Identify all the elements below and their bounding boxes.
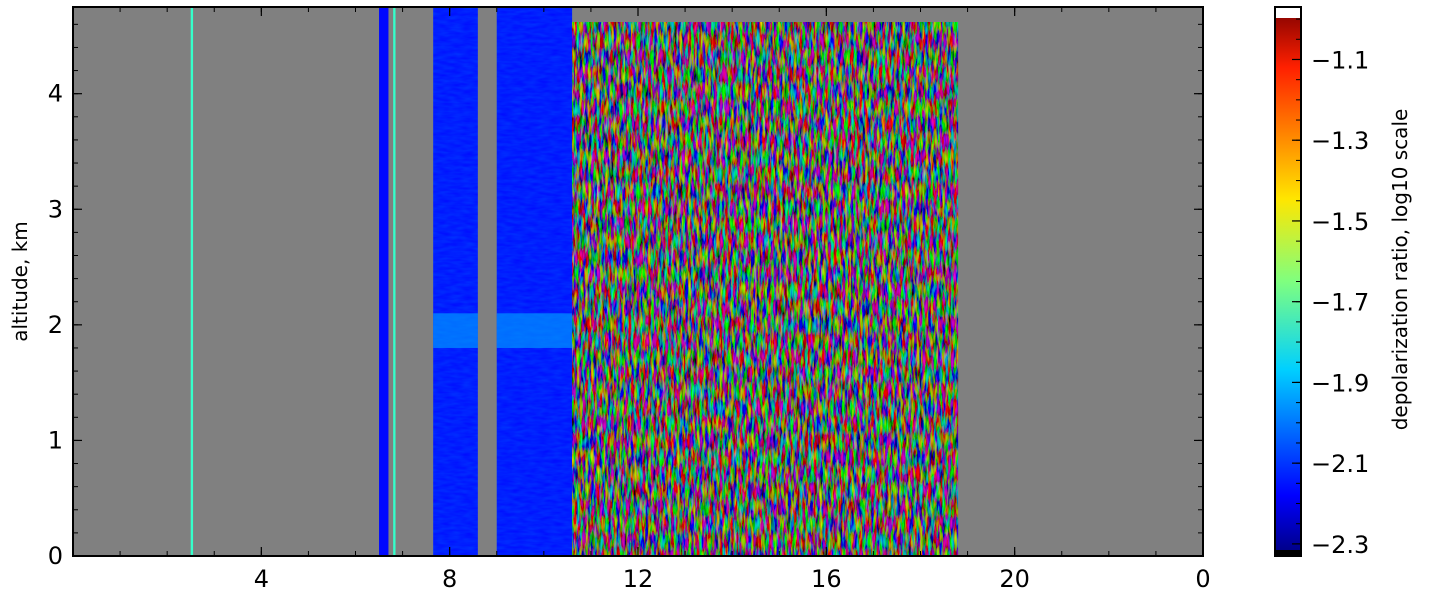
colorbar-tick-label-3: −1.7 [1311,289,1369,317]
y-tick-label-2: 2 [48,311,63,339]
colorbar-tick-label-2: −1.5 [1311,208,1369,236]
colorbar-tick-label-1: −1.3 [1311,127,1369,155]
colorbar-tick-label-5: −2.1 [1311,450,1369,478]
narrow-band-2 [393,7,396,556]
narrow-band-1 [190,7,194,556]
y-tick-label-4: 4 [48,80,63,108]
x-tick-label-2: 12 [623,565,654,593]
x-tick-label-1: 8 [442,565,457,593]
y-tick-label-0: 0 [48,542,63,570]
colorbar-tick-label-6: −2.3 [1311,531,1369,559]
y-axis-label: altitude, km [8,221,32,342]
colorbar-over-color [1275,7,1301,18]
missing-region-0 [73,7,434,556]
y-tick-label-1: 1 [48,426,63,454]
missing-region-5 [958,7,1203,556]
narrow-band-0 [379,7,389,556]
x-tick-label-5: 0 [1195,565,1210,593]
low-depol-texture-3 [496,7,573,556]
aerosol-layer-3 [496,313,573,348]
x-tick-label-4: 20 [999,565,1030,593]
noise-region-4 [572,22,959,556]
missing-region-2 [477,7,497,556]
low-depol-texture-1 [433,7,478,556]
colorbar-tick-label-4: −1.9 [1311,369,1369,397]
x-tick-label-3: 16 [811,565,842,593]
colorbar-under-color [1275,550,1301,556]
y-tick-label-3: 3 [48,195,63,223]
aerosol-layer-1 [433,313,478,348]
colorbar-tick-label-0: −1.1 [1311,46,1369,74]
colorbar-label: depolarization ratio, log10 scale [1388,109,1412,431]
x-tick-label-0: 4 [254,565,269,593]
